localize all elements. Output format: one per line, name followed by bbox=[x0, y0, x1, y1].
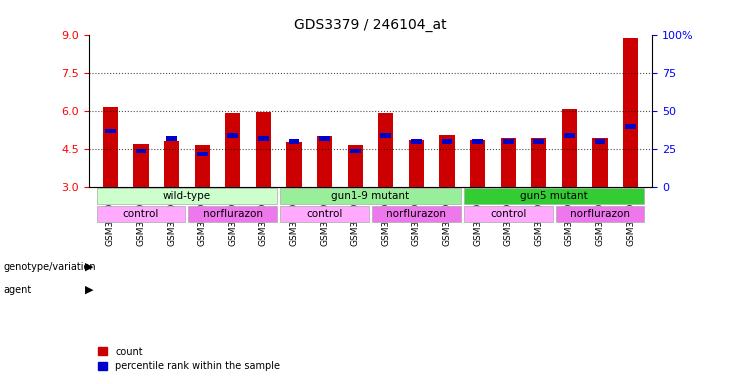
Bar bbox=[348, 145, 363, 187]
FancyBboxPatch shape bbox=[280, 205, 369, 222]
Text: wild-type: wild-type bbox=[163, 190, 211, 200]
Bar bbox=[409, 140, 424, 187]
Text: ▶: ▶ bbox=[85, 285, 93, 295]
Bar bbox=[534, 139, 544, 144]
Text: control: control bbox=[306, 209, 343, 219]
Bar bbox=[380, 133, 391, 138]
Bar bbox=[103, 107, 118, 187]
FancyBboxPatch shape bbox=[96, 205, 185, 222]
Bar bbox=[225, 113, 240, 187]
Text: ▶: ▶ bbox=[85, 262, 93, 272]
Bar bbox=[625, 124, 636, 129]
Bar bbox=[470, 140, 485, 187]
Title: GDS3379 / 246104_at: GDS3379 / 246104_at bbox=[294, 18, 447, 32]
FancyBboxPatch shape bbox=[556, 205, 645, 222]
Bar bbox=[411, 139, 422, 144]
Text: control: control bbox=[123, 209, 159, 219]
Text: agent: agent bbox=[4, 285, 32, 295]
FancyBboxPatch shape bbox=[464, 187, 645, 204]
Bar bbox=[256, 112, 271, 187]
Bar bbox=[197, 152, 207, 156]
Text: norflurazon: norflurazon bbox=[570, 209, 630, 219]
FancyBboxPatch shape bbox=[372, 205, 461, 222]
Bar bbox=[317, 136, 332, 187]
Text: gun1-9 mutant: gun1-9 mutant bbox=[331, 190, 410, 200]
Bar bbox=[289, 139, 299, 144]
Bar bbox=[595, 139, 605, 144]
Bar bbox=[562, 109, 577, 187]
Text: genotype/variation: genotype/variation bbox=[4, 262, 96, 272]
Text: gun5 mutant: gun5 mutant bbox=[520, 190, 588, 200]
Bar bbox=[439, 135, 455, 187]
FancyBboxPatch shape bbox=[464, 205, 553, 222]
Bar bbox=[286, 142, 302, 187]
Text: norflurazon: norflurazon bbox=[203, 209, 263, 219]
Bar bbox=[623, 38, 638, 187]
Bar bbox=[501, 139, 516, 187]
Bar bbox=[166, 136, 177, 141]
Bar bbox=[258, 136, 269, 141]
Bar bbox=[472, 139, 483, 144]
FancyBboxPatch shape bbox=[280, 187, 461, 204]
Bar bbox=[350, 149, 361, 153]
Bar bbox=[105, 129, 116, 133]
Bar bbox=[136, 149, 146, 153]
Bar bbox=[164, 141, 179, 187]
Bar bbox=[378, 113, 393, 187]
FancyBboxPatch shape bbox=[188, 205, 277, 222]
Bar bbox=[442, 139, 452, 144]
Bar bbox=[227, 133, 238, 138]
Text: norflurazon: norflurazon bbox=[386, 209, 446, 219]
Bar bbox=[133, 144, 149, 187]
Text: control: control bbox=[490, 209, 526, 219]
Bar bbox=[194, 145, 210, 187]
Bar bbox=[592, 139, 608, 187]
Bar bbox=[503, 139, 514, 144]
FancyBboxPatch shape bbox=[96, 187, 277, 204]
Legend: count, percentile rank within the sample: count, percentile rank within the sample bbox=[94, 343, 284, 375]
Bar bbox=[531, 139, 547, 187]
Bar bbox=[319, 136, 330, 141]
Bar bbox=[564, 133, 575, 138]
